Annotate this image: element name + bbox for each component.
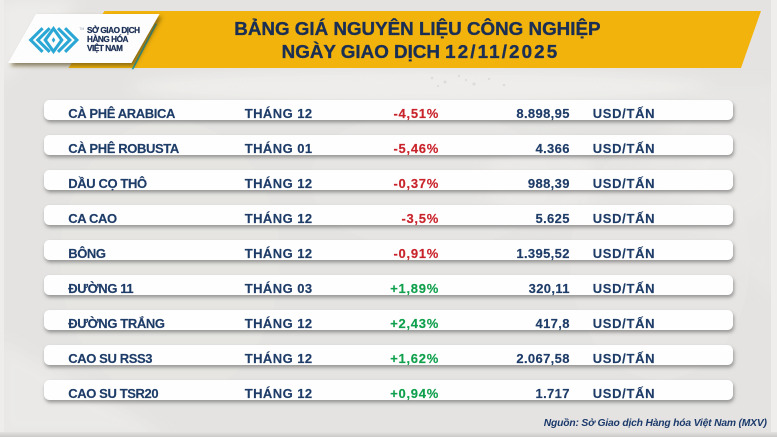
svg-text:TM: TM	[79, 27, 84, 31]
